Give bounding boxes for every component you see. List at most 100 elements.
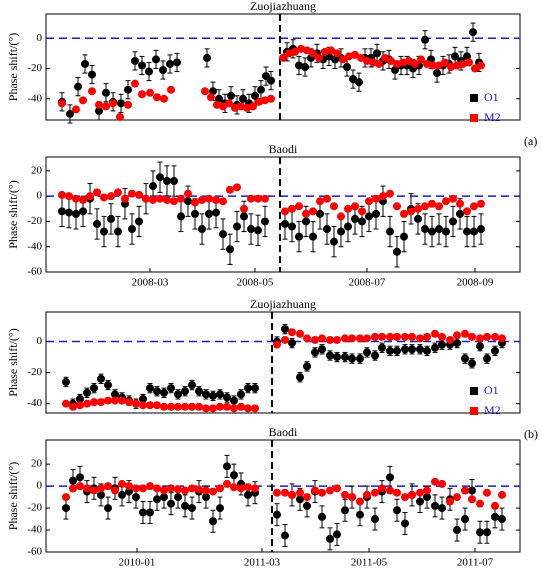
point — [167, 85, 175, 94]
point — [316, 197, 324, 206]
legend-marker — [470, 94, 478, 102]
point — [303, 362, 311, 371]
point — [326, 351, 334, 360]
point — [139, 395, 147, 404]
point — [166, 59, 174, 68]
point — [285, 49, 293, 58]
point — [351, 214, 359, 223]
point — [231, 103, 239, 112]
point — [257, 85, 265, 94]
point — [435, 61, 443, 70]
point — [239, 94, 247, 103]
point — [244, 384, 252, 393]
point — [267, 94, 275, 103]
point — [111, 390, 119, 399]
point — [195, 402, 203, 411]
point — [97, 484, 105, 493]
point — [435, 225, 443, 234]
legend-marker — [470, 387, 478, 395]
point — [498, 515, 506, 524]
point — [446, 497, 454, 506]
point — [476, 334, 484, 343]
point — [139, 401, 147, 410]
point — [431, 329, 439, 338]
point — [174, 402, 182, 411]
point — [421, 35, 429, 44]
point — [483, 354, 491, 363]
point — [74, 82, 82, 91]
legend-label: M2 — [484, 403, 501, 417]
point — [69, 402, 77, 411]
y-tick-label: -20 — [27, 62, 42, 74]
point — [174, 493, 182, 502]
point — [363, 348, 371, 357]
x-tick-label: 2011-03 — [244, 557, 281, 569]
point — [104, 381, 112, 390]
point — [357, 53, 365, 62]
point — [281, 207, 289, 216]
point — [456, 209, 464, 218]
point — [428, 199, 436, 208]
point — [135, 190, 143, 199]
point — [72, 105, 80, 114]
y-tick-label: -40 — [27, 240, 42, 252]
point — [160, 94, 168, 103]
point — [244, 490, 252, 499]
point — [311, 335, 319, 344]
point — [226, 245, 234, 254]
y-axis-label: Phase shift/(°) — [6, 33, 20, 101]
point — [333, 353, 341, 362]
point — [365, 212, 373, 221]
point — [237, 402, 245, 411]
point — [160, 493, 168, 502]
point — [230, 396, 238, 405]
point — [288, 222, 296, 231]
point — [69, 484, 77, 493]
point — [326, 335, 334, 344]
point — [66, 109, 74, 118]
point — [386, 332, 394, 341]
point — [188, 484, 196, 493]
point — [86, 192, 94, 201]
point — [469, 28, 477, 37]
point — [311, 486, 319, 495]
point — [337, 212, 345, 221]
point — [139, 484, 147, 493]
y-axis-label: Phase shift/(°) — [6, 462, 20, 530]
point — [369, 58, 377, 67]
point — [244, 404, 252, 413]
point — [344, 222, 352, 231]
point — [302, 209, 310, 218]
point — [160, 486, 168, 495]
point — [79, 195, 87, 204]
point — [104, 482, 112, 491]
point — [296, 495, 304, 504]
point — [323, 194, 331, 203]
point — [146, 482, 154, 491]
point — [356, 334, 364, 343]
point — [301, 63, 309, 71]
point — [393, 59, 401, 68]
point — [288, 339, 296, 348]
point — [431, 477, 439, 486]
point — [209, 87, 217, 96]
point — [153, 401, 161, 410]
point — [100, 193, 108, 202]
point — [170, 197, 178, 206]
point — [433, 69, 441, 78]
point — [421, 225, 429, 234]
point — [247, 225, 255, 234]
point — [121, 194, 129, 203]
point — [365, 197, 373, 206]
point — [145, 67, 153, 76]
point — [477, 225, 485, 234]
point — [177, 212, 185, 221]
point — [181, 402, 189, 411]
point — [76, 473, 84, 482]
y-tick-label: 0 — [37, 32, 43, 44]
point — [348, 493, 356, 502]
point — [160, 402, 168, 411]
point — [219, 230, 227, 239]
point — [213, 100, 221, 109]
point — [215, 94, 223, 103]
